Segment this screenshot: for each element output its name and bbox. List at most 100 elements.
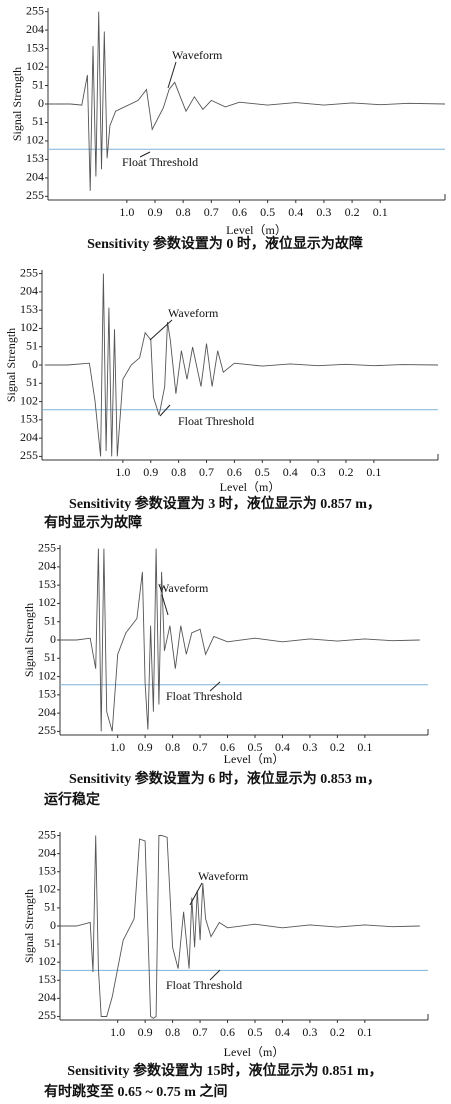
y-tick-label: 51 — [44, 613, 56, 627]
y-tick-label: 102 — [38, 882, 56, 896]
y-tick-label: 153 — [38, 577, 56, 591]
leader — [159, 404, 171, 417]
y-tick-label: 102 — [38, 954, 56, 968]
x-tick-label: 0.4 — [283, 465, 298, 479]
x-tick-label: 0.8 — [176, 205, 191, 219]
y-tick-label: 0 — [50, 632, 56, 646]
y-tick-label: 153 — [38, 863, 56, 877]
y-tick-label: 0 — [50, 918, 56, 932]
x-tick-label: 1.0 — [110, 740, 125, 754]
caption: Sensitivity 参数设置为 6 时，液位显示为 0.853 m， — [69, 770, 381, 787]
caption: Sensitivity 参数设置为 3 时，液位显示为 0.857 m， — [69, 495, 381, 512]
leader — [139, 151, 151, 158]
x-tick-label: 0.7 — [204, 205, 219, 219]
y-axis-title: Signal Strength — [22, 603, 36, 677]
x-tick-label: 0.2 — [330, 740, 345, 754]
y-tick-label: 255 — [20, 265, 38, 279]
x-tick-label: 0.1 — [373, 205, 388, 219]
annotation: Float Threshold — [178, 414, 254, 428]
waveform-line — [44, 273, 439, 457]
leader — [209, 681, 221, 692]
waveform-line — [60, 835, 420, 1019]
x-tick-label: 0.4 — [288, 205, 303, 219]
x-tick-label: 0.9 — [143, 465, 158, 479]
y-axis-title: Signal Strength — [22, 889, 36, 963]
y-tick-label: 102 — [20, 320, 38, 334]
x-tick-label: 0.5 — [247, 1025, 262, 1039]
y-tick-label: 51 — [32, 77, 44, 91]
x-tick-label: 0.6 — [232, 205, 247, 219]
leader — [149, 319, 173, 341]
x-tick-label: 1.0 — [110, 1025, 125, 1039]
waveform-line — [60, 548, 420, 732]
x-tick-label: 0.9 — [138, 1025, 153, 1039]
y-tick-label: 153 — [38, 687, 56, 701]
x-tick-label: 0.5 — [260, 205, 275, 219]
y-tick-label: 153 — [26, 151, 44, 165]
x-tick-label: 0.2 — [345, 205, 360, 219]
y-tick-label: 255 — [20, 448, 38, 462]
y-tick-label: 153 — [38, 972, 56, 986]
leader — [189, 882, 203, 906]
x-tick-label: 0.1 — [357, 740, 372, 754]
y-tick-label: 102 — [26, 133, 44, 147]
x-tick-label: 0.3 — [311, 465, 326, 479]
y-tick-label: 255 — [26, 3, 44, 17]
y-tick-label: 204 — [38, 990, 56, 1004]
x-tick-label: 0.1 — [357, 1025, 372, 1039]
x-tick-label: 0.7 — [199, 465, 214, 479]
y-tick-label: 204 — [20, 284, 38, 298]
annotation: Float Threshold — [122, 155, 198, 169]
y-tick-label: 204 — [26, 22, 44, 36]
caption: Sensitivity 参数设置为 15时，液位显示为 0.851 m， — [67, 1062, 382, 1079]
y-tick-label: 255 — [26, 188, 44, 202]
y-tick-label: 255 — [38, 827, 56, 841]
x-tick-label: 0.3 — [316, 205, 331, 219]
y-tick-label: 51 — [32, 114, 44, 128]
x-tick-label: 0.6 — [227, 465, 242, 479]
x-tick-label: 0.1 — [366, 465, 381, 479]
annotation: Waveform — [168, 306, 219, 320]
x-axis-title: Level（m） — [226, 223, 287, 237]
y-tick-label: 204 — [38, 705, 56, 719]
x-tick-label: 0.7 — [193, 740, 208, 754]
y-tick-label: 102 — [38, 595, 56, 609]
x-tick-label: 0.2 — [330, 1025, 345, 1039]
y-tick-label: 153 — [20, 302, 38, 316]
y-axis-title: Signal Strength — [10, 67, 24, 141]
annotation: Waveform — [172, 48, 223, 62]
y-tick-label: 204 — [38, 559, 56, 573]
y-tick-label: 153 — [20, 412, 38, 426]
x-tick-label: 0.3 — [302, 740, 317, 754]
x-tick-label: 0.4 — [275, 1025, 290, 1039]
y-tick-label: 102 — [26, 59, 44, 73]
leader — [167, 61, 177, 89]
annotation: Float Threshold — [166, 978, 242, 992]
y-tick-label: 255 — [38, 1008, 56, 1022]
x-tick-label: 0.8 — [165, 1025, 180, 1039]
x-axis-title: Level（m） — [224, 1045, 285, 1059]
annotation: Waveform — [158, 581, 209, 595]
y-tick-label: 102 — [38, 668, 56, 682]
x-tick-label: 0.7 — [193, 1025, 208, 1039]
x-tick-label: 1.0 — [115, 465, 130, 479]
y-tick-label: 204 — [20, 430, 38, 444]
x-tick-label: 0.6 — [220, 1025, 235, 1039]
y-tick-label: 51 — [44, 650, 56, 664]
y-axis-title: Signal Strength — [4, 328, 18, 402]
y-tick-label: 51 — [44, 900, 56, 914]
y-tick-label: 255 — [38, 540, 56, 554]
x-tick-label: 0.2 — [338, 465, 353, 479]
caption: 有时跳变至 0.65 ~ 0.75 m 之间 — [44, 1083, 227, 1100]
x-tick-label: 1.0 — [119, 205, 134, 219]
x-tick-label: 0.8 — [171, 465, 186, 479]
y-tick-label: 153 — [26, 40, 44, 54]
caption: 有时显示为故障 — [44, 514, 142, 531]
x-tick-label: 0.5 — [247, 740, 262, 754]
y-tick-label: 51 — [26, 375, 38, 389]
leader — [209, 969, 221, 981]
annotation: Waveform — [198, 869, 249, 883]
x-tick-label: 0.9 — [138, 740, 153, 754]
